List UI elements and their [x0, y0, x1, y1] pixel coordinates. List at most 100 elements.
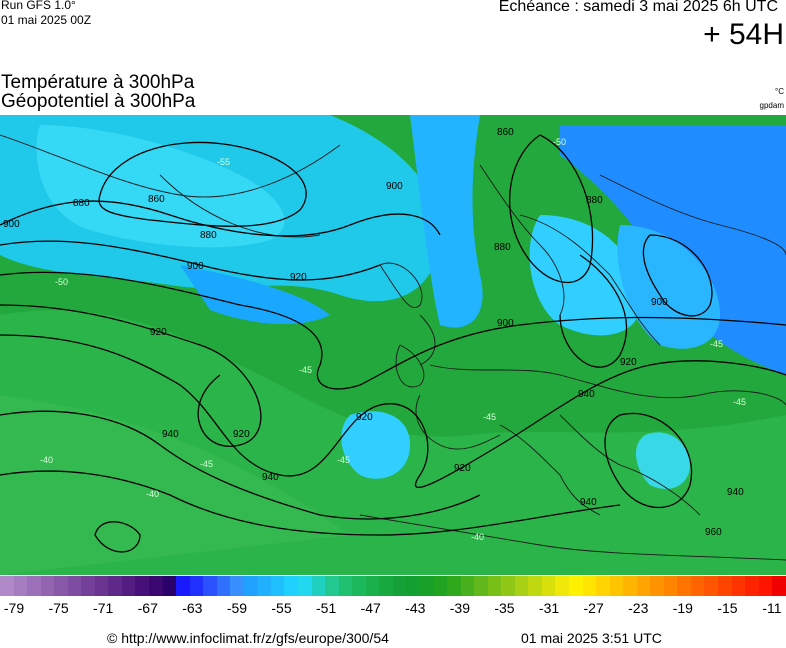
scale-swatch: [189, 576, 204, 596]
scale-swatch: [94, 576, 109, 596]
scale-swatch: [758, 576, 773, 596]
contour-label: 880: [494, 242, 511, 253]
scale-swatch: [27, 576, 41, 596]
scale-swatch: [690, 576, 705, 596]
scale-swatch: [257, 576, 271, 596]
scale-tick-label: -59: [226, 600, 248, 616]
scale-tick-label: -75: [48, 600, 69, 616]
scale-swatch: [406, 576, 420, 596]
scale-swatch: [433, 576, 448, 596]
scale-swatch: [352, 576, 366, 596]
scale-swatch: [650, 576, 664, 596]
scale-swatch: [636, 576, 651, 596]
scale-tick-label: -39: [449, 600, 470, 616]
scale-tick-label: -71: [93, 600, 114, 616]
scale-swatch: [270, 576, 285, 596]
contour-label: 860: [497, 127, 514, 138]
contour-label: 900: [651, 297, 668, 308]
scale-tick-label: -15: [717, 600, 738, 616]
contour-label: 880: [586, 195, 603, 206]
scale-swatch: [582, 576, 597, 596]
contour-label: 900: [3, 219, 20, 230]
run-date: 01 mai 2025 00Z: [1, 13, 92, 27]
cold-drop-iberia: [341, 411, 410, 479]
scale-swatch: [149, 576, 163, 596]
scale-tick-label: -55: [271, 600, 292, 616]
scale-swatch: [325, 576, 339, 596]
scale-tick-label: -23: [628, 600, 649, 616]
scale-swatch: [203, 576, 217, 596]
unit-temp: °C: [775, 87, 784, 96]
scale-swatch: [419, 576, 434, 596]
contour-label: 940: [580, 497, 597, 508]
scale-tick-label: -31: [538, 600, 560, 616]
scale-swatch: [596, 576, 610, 596]
scale-swatch: [501, 576, 515, 596]
scale-tick-label: -27: [583, 600, 604, 616]
footer-time: 01 mai 2025 3:51 UTC: [521, 630, 662, 646]
temp-label: -45: [200, 459, 213, 469]
scale-swatch: [772, 576, 786, 596]
scale-swatch: [677, 576, 691, 596]
contour-label: 920: [454, 463, 471, 474]
scale-tick-label: -35: [494, 600, 515, 616]
green-zone-southwest: [0, 395, 350, 575]
scale-swatch: [67, 576, 82, 596]
scale-swatch: [230, 576, 244, 596]
scale-swatch: [717, 576, 732, 596]
scale-tick-label: -63: [182, 600, 203, 616]
scale-swatch: [216, 576, 231, 596]
scale-swatch: [176, 576, 190, 596]
scale-tick-label: -19: [672, 600, 693, 616]
contour-label: 900: [497, 318, 514, 329]
scale-swatch: [311, 576, 326, 596]
map-title-temperature: Température à 300hPa: [1, 72, 195, 93]
scale-tick-label: -43: [405, 600, 426, 616]
cold-drop-balkans: [635, 432, 690, 489]
scale-swatch: [54, 576, 68, 596]
weather-map: 860 860 880 880 880 880 900 900 900 900 …: [0, 115, 786, 575]
scale-swatch: [568, 576, 583, 596]
temp-label: -45: [483, 412, 496, 422]
temp-label: -50: [55, 277, 68, 287]
contour-label: 920: [356, 412, 373, 423]
temp-label: -45: [299, 365, 312, 375]
scale-swatch: [162, 576, 177, 596]
scale-swatch: [663, 576, 678, 596]
scale-swatch: [298, 576, 312, 596]
footer-url[interactable]: © http://www.infoclimat.fr/z/gfs/europe/…: [107, 630, 389, 646]
temp-label: -50: [553, 137, 566, 147]
cyan-core-greenland: [36, 125, 285, 248]
scale-swatch: [474, 576, 488, 596]
scale-swatch: [0, 576, 14, 596]
scale-swatch: [704, 576, 718, 596]
color-scale-ticks: -79 -75 -71 -67 -63 -59 -55 -51 -47 -43 -39 -35 -31 -…: [0, 600, 786, 618]
temp-label: -45: [733, 397, 746, 407]
scale-tick-label: -11: [762, 600, 782, 616]
geopotential-contours: [0, 134, 786, 553]
scale-swatch: [487, 576, 502, 596]
scale-swatch: [528, 576, 542, 596]
temp-label: -55: [217, 157, 230, 167]
scale-tick-label: -51: [315, 600, 337, 616]
coastlines: [0, 134, 786, 561]
scale-swatch: [541, 576, 556, 596]
contour-label: 920: [620, 357, 637, 368]
scale-swatch: [284, 576, 299, 596]
contour-label: 940: [578, 389, 595, 400]
contour-label: 940: [727, 487, 744, 498]
scale-swatch: [338, 576, 353, 596]
temp-label: -40: [40, 455, 53, 465]
scale-swatch: [81, 576, 95, 596]
contour-label: 880: [73, 198, 90, 209]
scale-swatch: [609, 576, 624, 596]
contour-label: 940: [162, 429, 179, 440]
lead-time: + 54H: [703, 18, 784, 51]
map-title-geopotential: Géopotentiel à 300hPa: [1, 91, 196, 112]
contour-label: 920: [233, 429, 250, 440]
run-label: Run GFS 1.0°: [1, 0, 76, 12]
scale-swatch: [40, 576, 55, 596]
temp-label: -40: [146, 489, 159, 499]
echeance-label: Echéance : samedi 3 mai 2025 6h UTC: [498, 0, 778, 15]
scale-swatch: [243, 576, 258, 596]
